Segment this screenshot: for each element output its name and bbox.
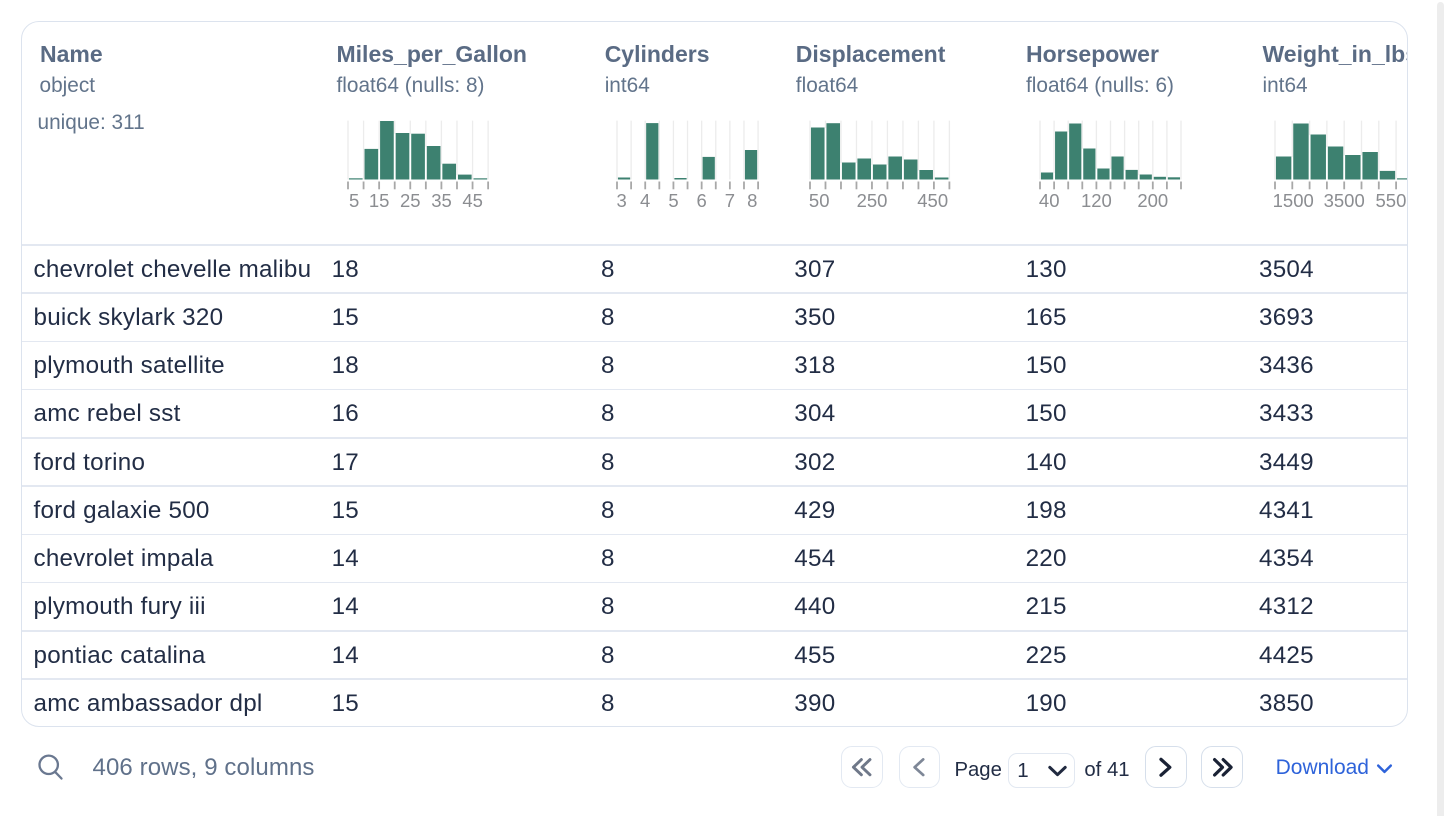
svg-text:450: 450 [918,190,949,211]
svg-text:200: 200 [1138,190,1169,211]
svg-text:250: 250 [857,190,888,211]
svg-text:3500: 3500 [1324,190,1365,211]
svg-text:5: 5 [669,190,679,211]
svg-text:35: 35 [431,190,452,211]
svg-text:50: 50 [809,190,830,211]
svg-text:7: 7 [725,190,735,211]
svg-text:3: 3 [617,190,627,211]
svg-text:4: 4 [640,190,650,211]
svg-text:15: 15 [369,190,390,211]
svg-text:25: 25 [400,190,421,211]
svg-text:5: 5 [349,190,359,211]
svg-text:5500: 5500 [1376,190,1407,211]
svg-text:45: 45 [462,190,483,211]
svg-text:1500: 1500 [1273,190,1314,211]
svg-text:6: 6 [697,190,707,211]
svg-text:120: 120 [1081,190,1112,211]
svg-text:8: 8 [747,190,757,211]
svg-text:40: 40 [1039,190,1060,211]
